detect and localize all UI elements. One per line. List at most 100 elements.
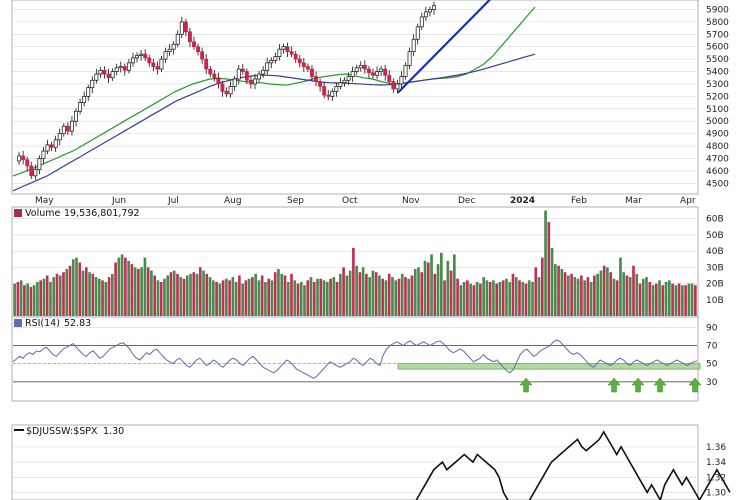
candle-body — [118, 66, 123, 69]
y-tick-label: 50B — [706, 231, 724, 241]
volume-bar — [677, 283, 681, 316]
volume-bar — [462, 281, 466, 316]
y-tick-label: 4500 — [706, 179, 729, 189]
x-axis-labels: May Jun Jul Aug Sep Oct Nov Dec 2024 Feb… — [35, 196, 696, 206]
volume-bar — [361, 267, 365, 316]
volume-bar — [75, 257, 78, 316]
rsi-value: 52.83 — [64, 318, 91, 329]
candle-body — [399, 76, 404, 85]
volume-bar — [325, 281, 329, 316]
candle-body — [305, 66, 310, 70]
rsi-arrow — [607, 377, 621, 393]
volume-bar — [488, 281, 492, 316]
volume-bar — [410, 275, 414, 316]
candle-body — [122, 66, 127, 71]
volume-bar — [371, 270, 375, 316]
volume-bar — [495, 283, 499, 316]
candle-body — [371, 72, 375, 76]
candle-body — [257, 73, 262, 80]
volume-bar — [524, 283, 528, 316]
volume-bar — [36, 281, 39, 316]
volume-bar — [527, 280, 531, 316]
volume-bar — [674, 285, 678, 316]
volume-bar — [648, 281, 652, 316]
candle-body — [407, 51, 412, 66]
volume-bar — [508, 281, 512, 316]
candle-body — [179, 21, 184, 35]
rsi-label: RSI(14) — [25, 318, 60, 329]
volume-bar — [583, 280, 586, 316]
volume-bar — [557, 265, 560, 316]
candle-body — [277, 48, 282, 57]
volume-bar — [609, 272, 613, 316]
x-tick-label: Feb — [571, 196, 587, 206]
volume-bar — [547, 221, 551, 316]
volume-title: Volume 19,536,801,792 — [14, 208, 140, 219]
volume-bar — [39, 280, 43, 316]
candle-body — [171, 43, 176, 50]
volume-bar — [137, 268, 140, 316]
volume-bar — [32, 285, 36, 316]
candle-body — [375, 71, 379, 76]
candle-body — [21, 155, 26, 161]
volume-bar — [23, 285, 26, 316]
y-tick-label: 10B — [706, 296, 724, 306]
candle-body — [236, 68, 241, 80]
y-tick-label: 1.30 — [706, 488, 726, 498]
volume-bar — [622, 272, 626, 316]
candle-body — [362, 64, 367, 70]
y-tick-label: 4800 — [706, 142, 729, 152]
candle-body — [334, 86, 339, 92]
candle-body — [114, 67, 119, 72]
volume-bar — [667, 280, 671, 316]
volume-bar — [446, 260, 450, 316]
volume-bar — [492, 280, 495, 316]
candle-body — [57, 133, 62, 141]
candle-body — [318, 81, 323, 87]
volume-bar — [16, 281, 20, 316]
candle-body — [326, 94, 331, 97]
volume-bar — [374, 272, 378, 316]
volume-bar — [84, 267, 88, 316]
volume-bar — [485, 280, 489, 316]
volume-bar — [384, 280, 388, 316]
volume-bar — [654, 283, 658, 316]
candle-body — [232, 78, 237, 87]
rsi-title: RSI(14) 52.83 — [14, 318, 91, 329]
volume-label: Volume — [25, 208, 60, 219]
volume-bar — [267, 278, 271, 316]
y-tick-label: 5500 — [706, 55, 729, 65]
volume-bar — [71, 259, 75, 316]
volume-bar — [514, 277, 518, 316]
volume-bar — [146, 267, 150, 316]
volume-bar — [192, 272, 196, 316]
volume-bar — [576, 278, 580, 316]
volume-bar — [681, 285, 684, 316]
candle-body — [216, 77, 221, 85]
candle-body — [240, 68, 245, 72]
rsi-arrow — [688, 377, 702, 393]
volume-bar — [625, 275, 629, 316]
candle-body — [383, 68, 388, 76]
volume-bar — [671, 283, 674, 316]
volume-bar — [651, 285, 655, 316]
ratio-value: 1.30 — [103, 426, 124, 437]
candle-body — [228, 86, 233, 95]
candle-body — [163, 51, 168, 60]
candle-body — [432, 5, 436, 10]
volume-bar — [469, 283, 472, 316]
candle-body — [427, 9, 432, 13]
volume-bar — [475, 281, 479, 316]
volume-bar — [133, 267, 137, 316]
candle-body — [293, 53, 298, 60]
candle-body — [155, 66, 160, 70]
volume-bar — [179, 277, 183, 316]
volume-bar — [215, 281, 218, 316]
candle-body — [415, 26, 420, 40]
volume-bar — [111, 273, 114, 316]
volume-bar — [479, 283, 482, 316]
volume-bar — [91, 273, 95, 316]
candle-body — [212, 73, 217, 79]
volume-plot: 10B 20B 30B 40B 50B 60B — [13, 210, 724, 316]
volume-bar — [78, 262, 82, 316]
